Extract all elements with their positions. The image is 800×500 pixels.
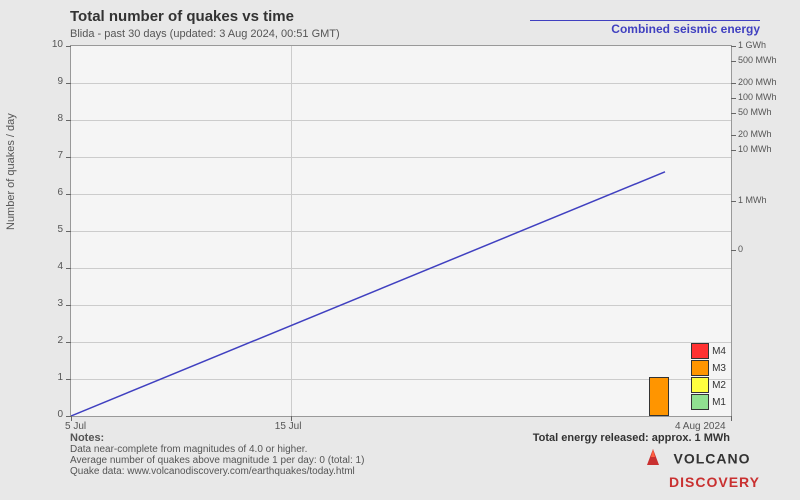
y-right-tick-mark <box>731 83 736 84</box>
y-left-tick-label: 6 <box>38 187 63 198</box>
y-left-tick-label: 8 <box>38 113 63 124</box>
legend-item: M3 <box>691 360 726 376</box>
legend-item: M1 <box>691 394 726 410</box>
y-left-tick-label: 5 <box>38 224 63 235</box>
y-right-tick-label: 50 MWh <box>738 107 772 117</box>
y-left-tick-label: 3 <box>38 298 63 309</box>
x-tick-label: 15 Jul <box>275 421 302 432</box>
total-energy-label: Total energy released: approx. 1 MWh <box>533 432 730 444</box>
quake-bar <box>649 377 669 416</box>
notes-line: Data near-complete from magnitudes of 4.… <box>70 444 364 455</box>
legend-item: M2 <box>691 377 726 393</box>
y-right-tick-mark <box>731 46 736 47</box>
legend-label: M2 <box>712 380 726 391</box>
y-right-tick-label: 20 MWh <box>738 129 772 139</box>
x-tick-label: 5 Jul <box>65 421 86 432</box>
y-right-tick-label: 200 MWh <box>738 77 777 87</box>
y-left-tick-label: 4 <box>38 261 63 272</box>
logo-text-line1: VOLCANO <box>674 451 751 467</box>
y-axis-left-label: Number of quakes / day <box>5 113 17 230</box>
notes-title: Notes: <box>70 432 364 444</box>
magnitude-legend: M4 M3 M2 M1 <box>691 342 726 411</box>
y-right-tick-mark <box>731 61 736 62</box>
notes-line: Quake data: www.volcanodiscovery.com/ear… <box>70 466 364 477</box>
y-right-tick-label: 10 MWh <box>738 144 772 154</box>
energy-legend-line <box>530 20 760 21</box>
chart-subtitle: Blida - past 30 days (updated: 3 Aug 202… <box>70 28 340 40</box>
y-right-tick-mark <box>731 113 736 114</box>
y-left-tick-label: 2 <box>38 335 63 346</box>
x-tick-label: 4 Aug 2024 <box>675 421 726 432</box>
legend-swatch <box>691 394 709 410</box>
y-right-tick-label: 1 MWh <box>738 195 767 205</box>
notes-section: Notes: Data near-complete from magnitude… <box>70 432 364 477</box>
y-right-tick-label: 500 MWh <box>738 55 777 65</box>
y-left-tick-label: 1 <box>38 372 63 383</box>
plot-area: M4 M3 M2 M1 <box>70 45 732 417</box>
chart-title: Total number of quakes vs time <box>70 8 294 25</box>
y-right-tick-label: 1 GWh <box>738 40 766 50</box>
y-left-tick-label: 0 <box>38 409 63 420</box>
y-right-tick-mark <box>731 135 736 136</box>
x-tick-mark <box>731 416 732 421</box>
legend-swatch <box>691 343 709 359</box>
logo-text-line2: DISCOVERY <box>669 474 760 490</box>
legend-swatch <box>691 377 709 393</box>
y-right-tick-mark <box>731 98 736 99</box>
y-right-tick-mark <box>731 201 736 202</box>
logo: VOLCANO DISCOVERY <box>641 445 760 492</box>
legend-swatch <box>691 360 709 376</box>
energy-legend-label: Combined seismic energy <box>611 22 760 36</box>
y-right-tick-mark <box>731 150 736 151</box>
y-right-tick-mark <box>731 250 736 251</box>
legend-label: M3 <box>712 363 726 374</box>
y-right-tick-label: 100 MWh <box>738 92 777 102</box>
y-right-tick-label: 0 <box>738 244 743 254</box>
y-left-tick-label: 7 <box>38 150 63 161</box>
y-left-tick-label: 9 <box>38 76 63 87</box>
legend-item: M4 <box>691 343 726 359</box>
legend-label: M4 <box>712 346 726 357</box>
seismic-energy-line <box>71 46 731 416</box>
legend-label: M1 <box>712 397 726 408</box>
notes-line: Average number of quakes above magnitude… <box>70 455 364 466</box>
y-left-tick-label: 10 <box>38 39 63 50</box>
volcano-icon <box>641 445 665 474</box>
